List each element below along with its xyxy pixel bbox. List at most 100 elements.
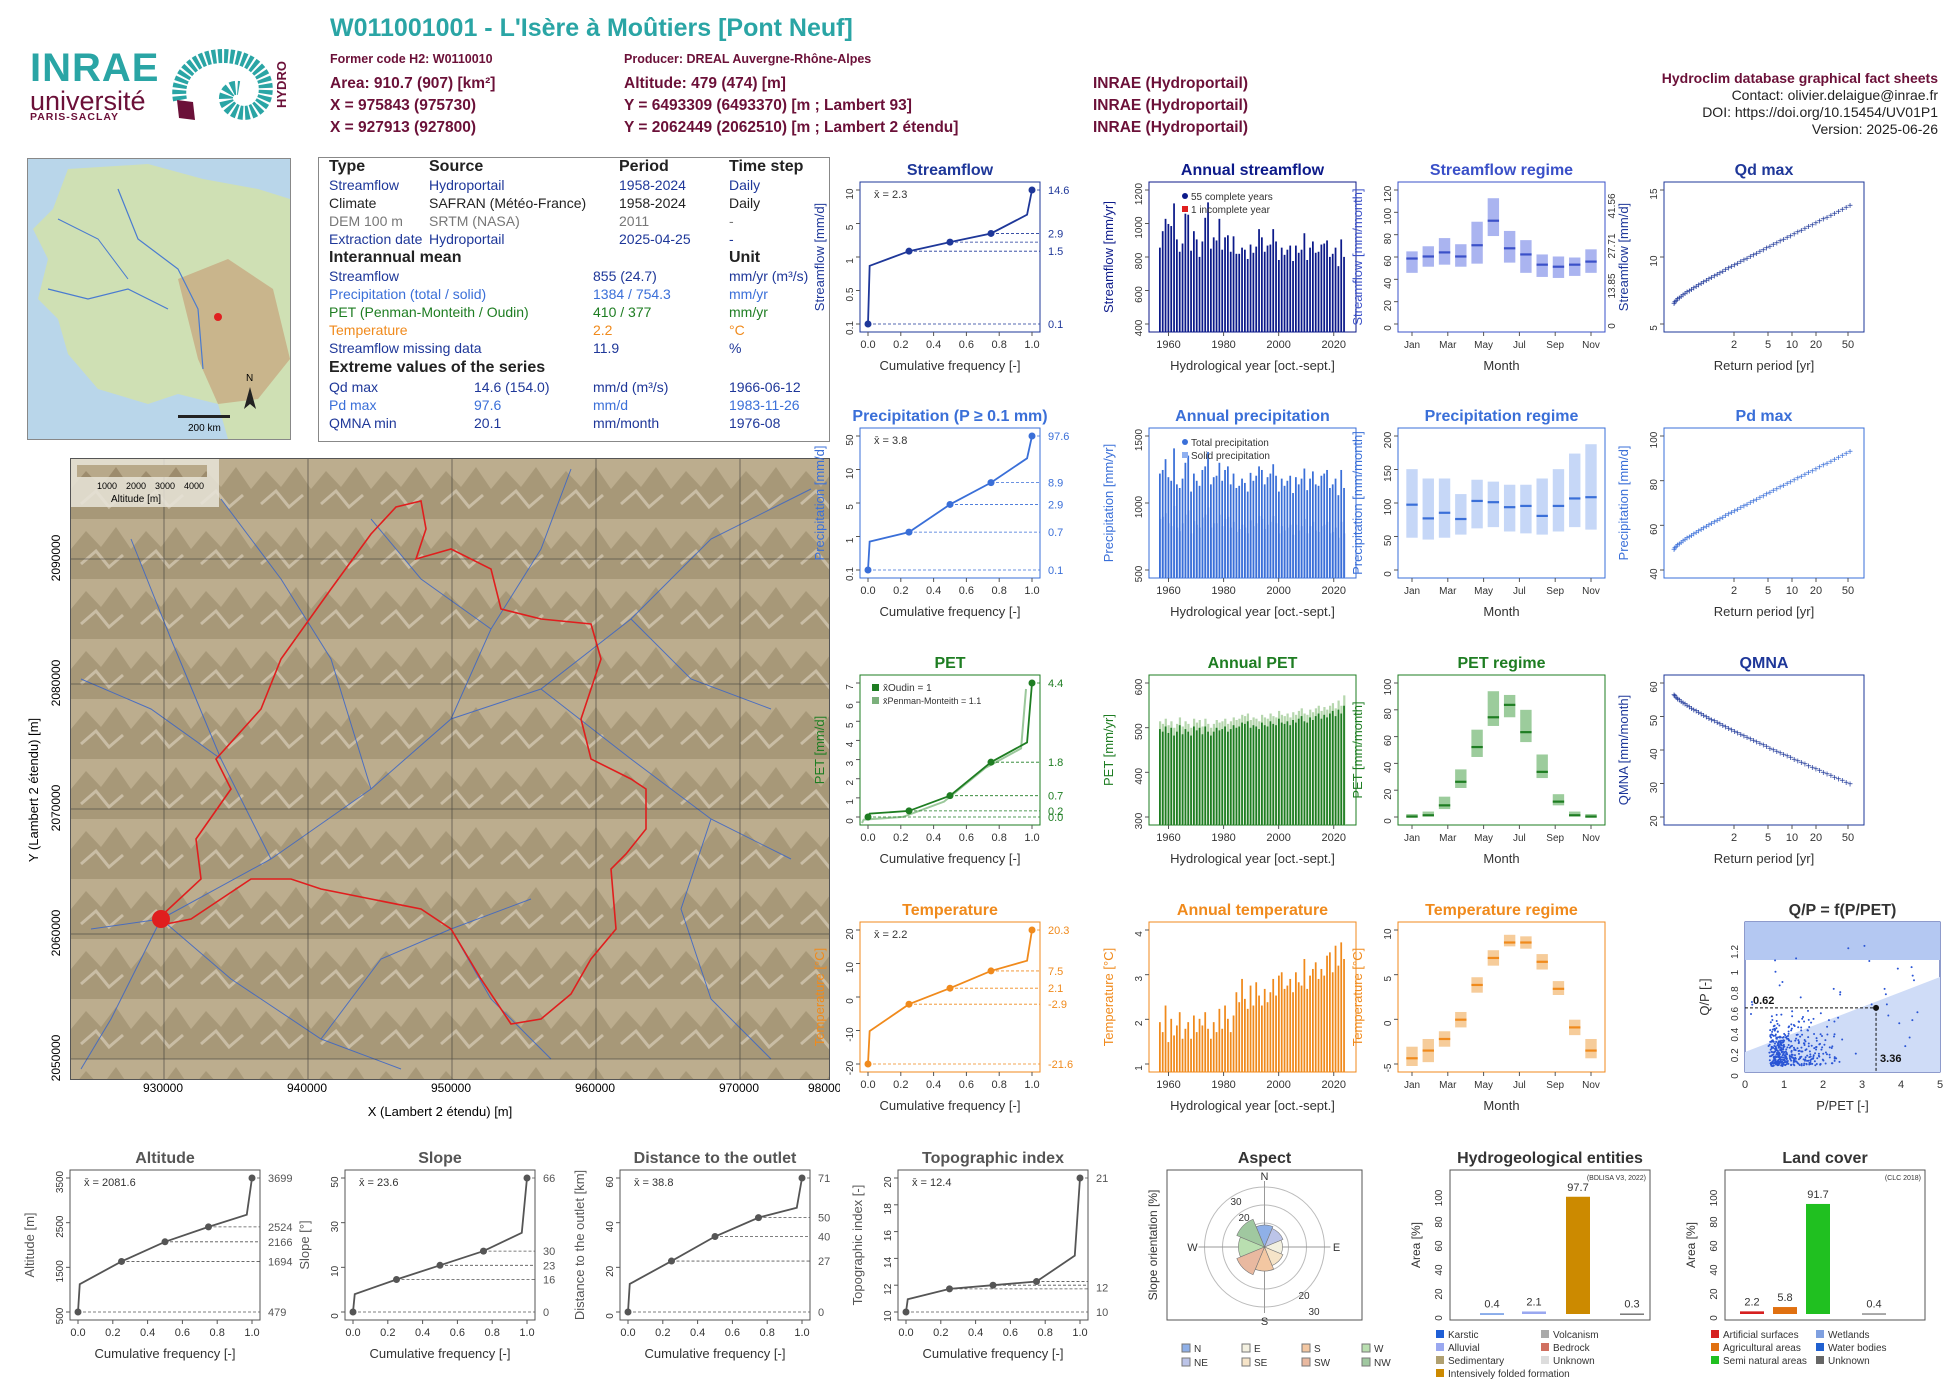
rp-point: + [1744, 500, 1750, 511]
extreme-row-0-2: mm/d (m³/s) [593, 379, 669, 395]
x-tick-label: 1.0 [1024, 1079, 1039, 1091]
qp-point [1779, 1061, 1782, 1064]
bar-value-label: 2.1 [1526, 1296, 1541, 1308]
rp-point: + [1747, 735, 1753, 746]
annual-bar [1241, 722, 1243, 825]
mean-row-3-0: Temperature [329, 322, 408, 338]
annual-bar [1312, 241, 1314, 332]
y-tick-label: 0.2 [1730, 1048, 1741, 1062]
rp-point: + [1691, 529, 1697, 540]
qp-point [1769, 1029, 1772, 1032]
rp-point: + [1760, 491, 1766, 502]
aspect-legend-label: W [1374, 1344, 1384, 1355]
x-tick-label: 50 [1842, 585, 1854, 597]
annual-bar [1241, 247, 1243, 332]
category-legend-label: Water bodies [1828, 1343, 1887, 1354]
rp-point: + [1828, 457, 1834, 468]
annual-bar [1176, 1025, 1178, 1072]
regime-box [1455, 769, 1467, 788]
x-tick-label: Jul [1513, 833, 1526, 844]
annual-bar [1207, 731, 1209, 825]
y-tick-label: 1 [845, 799, 856, 805]
chart-title: Temperature regime [1425, 902, 1578, 919]
annual-bar [1224, 237, 1226, 332]
annual-bar [1159, 1022, 1161, 1072]
rp-point: + [1671, 299, 1677, 310]
qp-point [1793, 1024, 1796, 1027]
rp-point: + [1744, 733, 1750, 744]
quantile-label: 12 [1096, 1283, 1108, 1295]
category-legend-swatch [1541, 1356, 1549, 1364]
quantile-label: 20.3 [1048, 925, 1069, 937]
annual-bar [1193, 726, 1195, 825]
x-tick-label: 4 [1898, 1079, 1904, 1091]
qp-point [1797, 1020, 1800, 1023]
qp-point [1799, 996, 1802, 999]
qp-point [1784, 1034, 1787, 1037]
x-tick-label: Nov [1582, 833, 1600, 844]
annual-bar [1337, 965, 1340, 1072]
qp-point [1790, 1023, 1793, 1026]
mean-label: x̄ = 12.4 [912, 1177, 951, 1189]
qp-point [1812, 1054, 1815, 1057]
qp-point [1771, 1040, 1774, 1043]
info-table: Type Source Period Time step Streamflow Hydro… [318, 157, 830, 442]
annual-bar [1323, 975, 1326, 1072]
annual-bar [1286, 480, 1289, 578]
qp-point [1771, 1018, 1774, 1021]
x-tick-label: 2000 [1266, 585, 1290, 597]
qp-point [1828, 1046, 1831, 1049]
qp-point [1833, 1056, 1836, 1059]
x-tick-label: May [1474, 586, 1493, 597]
qp-point [1809, 1062, 1812, 1065]
qp-point [1808, 1026, 1811, 1029]
y-axis-label: Q/P [-] [1697, 978, 1712, 1015]
extreme-row-2-3: 1976-08 [729, 415, 781, 431]
annual-bar [1272, 723, 1275, 825]
category-legend-swatch [1816, 1356, 1824, 1364]
annual-bar [1303, 233, 1306, 332]
x-tick-label: 1.0 [794, 1327, 809, 1339]
rp-point: + [1781, 750, 1787, 761]
rp-point: + [1795, 228, 1801, 239]
source-note: (BDLISA V3, 2022) [1587, 1175, 1646, 1182]
rp-point: + [1678, 697, 1684, 708]
rp-point: + [1672, 543, 1678, 554]
rp-point: + [1709, 519, 1715, 530]
rp-point: + [1824, 459, 1830, 470]
category-legend-label: Unknown [1553, 1356, 1595, 1367]
annual-bar [1261, 237, 1263, 332]
annual-bar [1173, 1035, 1175, 1072]
qp-point [1824, 1039, 1827, 1042]
doi[interactable]: DOI: https://doi.org/10.15454/UV01P1 [1702, 104, 1938, 120]
altitude: Altitude: 479 (474) [m] [624, 75, 786, 92]
rp-point: + [1770, 486, 1776, 497]
y-axis-label: Temperature [°C] [812, 948, 827, 1046]
annual-bar [1331, 710, 1334, 825]
annual-bar [1289, 725, 1292, 825]
qp-point [1811, 1062, 1814, 1065]
rp-point: + [1672, 692, 1678, 703]
bar-value-label: 97.7 [1567, 1182, 1588, 1194]
regime-box [1569, 257, 1581, 276]
annual-bar [1340, 239, 1343, 332]
x-axis-label: P/PET [-] [1816, 1098, 1869, 1113]
rp-point: + [1828, 211, 1834, 222]
rp-point: + [1686, 703, 1692, 714]
contact[interactable]: Contact: olivier.delaigue@inrae.fr [1731, 87, 1938, 103]
source-row-2: 2025-04-25 [619, 231, 691, 247]
mean-row-2-0: PET (Penman-Monteith / Oudin) [329, 304, 529, 320]
source-row-3: Daily [729, 195, 761, 211]
y-tick-label: 1500 [1134, 428, 1145, 451]
annual-bar [1210, 735, 1212, 825]
y-tick-label: 60 [1649, 523, 1660, 535]
qp-point [1806, 1054, 1809, 1057]
qp-point [1819, 1012, 1822, 1015]
y-tick-label: 30 [1649, 782, 1660, 794]
annual-bar [1269, 473, 1272, 578]
qp-point [1822, 1052, 1825, 1055]
legend-title: Altitude [m] [111, 494, 161, 505]
y-tick-label: 1000 [1134, 495, 1145, 518]
y-tick-label: 400 [1134, 768, 1145, 785]
aspect-legend-label: E [1254, 1344, 1261, 1355]
